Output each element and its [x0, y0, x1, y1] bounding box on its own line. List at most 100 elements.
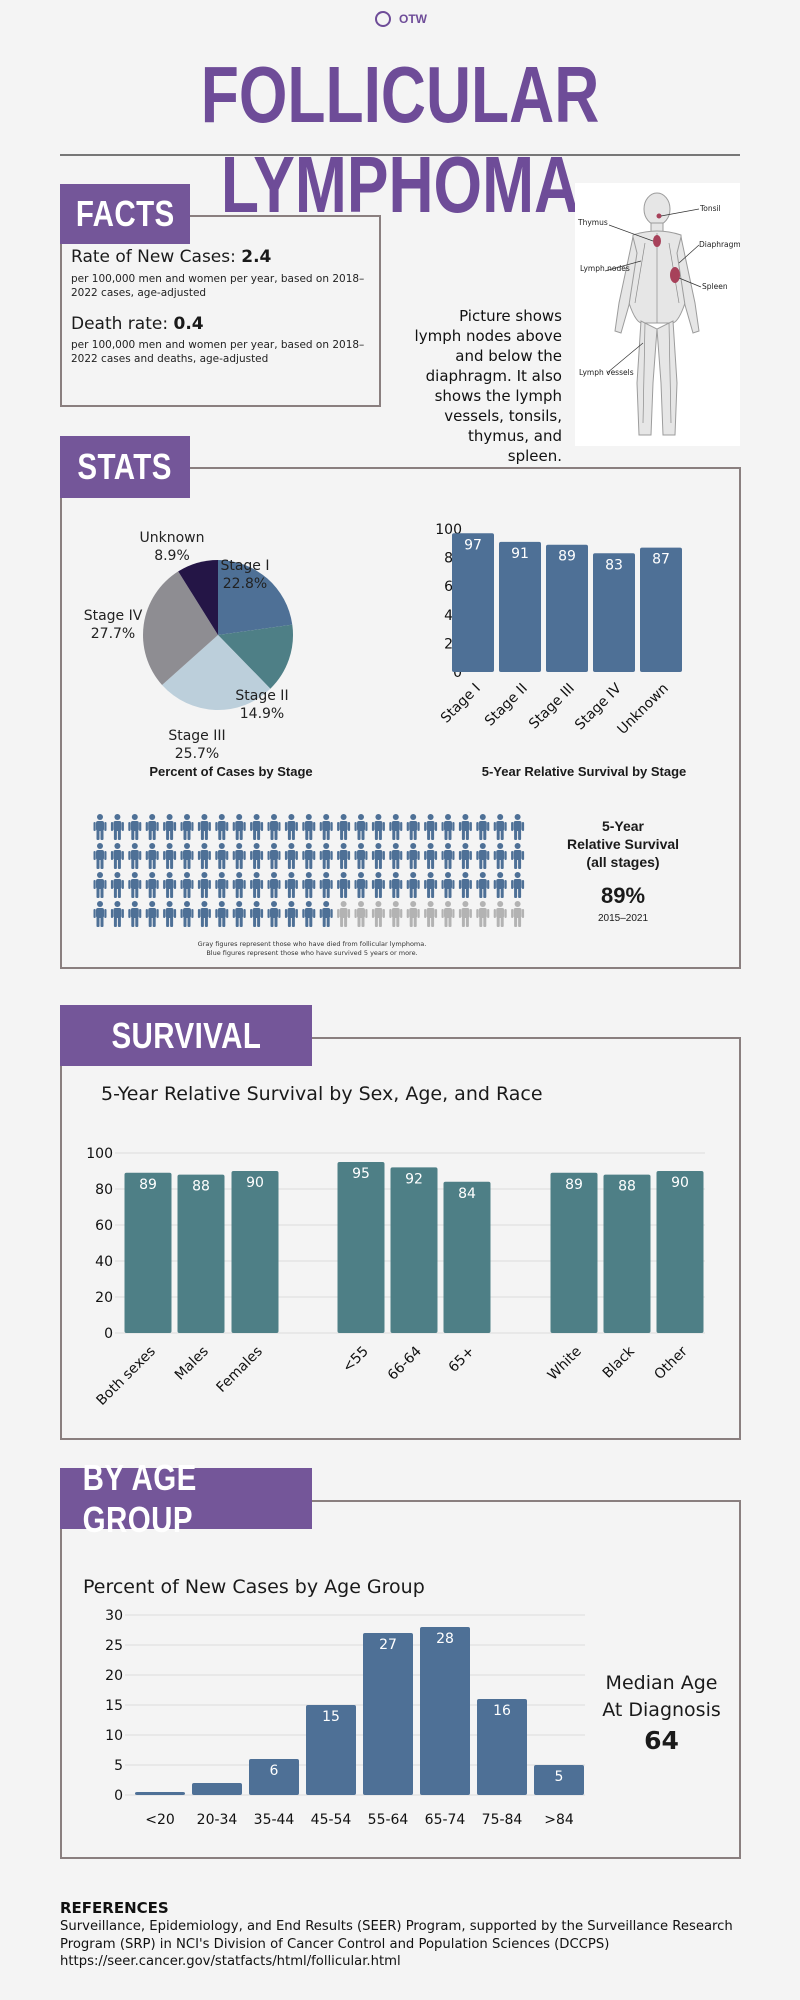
person-survived-icon: [354, 814, 368, 840]
bar-value-label: 15: [322, 1709, 340, 1725]
overall-survival-label-2: Relative Survival: [566, 836, 680, 852]
label-lymph-nodes: Lymph nodes: [580, 264, 630, 273]
person-survived-icon: [197, 814, 211, 840]
lymph-system-diagram: Tonsil Thymus Diaphragm Lymph nodes Sple…: [575, 183, 740, 446]
bar-value-label: 83: [605, 557, 623, 573]
bar-value-label: 27: [379, 1637, 397, 1653]
person-survived-icon: [371, 814, 385, 840]
y-tick-label: 25: [105, 1638, 123, 1654]
person-survived-icon: [389, 872, 403, 898]
facts-section-label: FACTS: [60, 184, 190, 244]
person-died-icon: [389, 901, 403, 927]
y-tick-label: 10: [105, 1728, 123, 1744]
x-tick-label: Stage II: [482, 681, 531, 730]
person-survived-icon: [354, 843, 368, 869]
person-survived-icon: [110, 843, 124, 869]
person-survived-icon: [250, 843, 264, 869]
label-tonsil: Tonsil: [699, 204, 721, 213]
survival-section-label: SURVIVAL: [60, 1005, 312, 1066]
bar-value-label: 88: [618, 1179, 636, 1195]
person-survived-icon: [441, 814, 455, 840]
person-survived-icon: [267, 872, 281, 898]
bar: [124, 1172, 172, 1333]
pictogram-note-gray: Gray figures represent those who have di…: [197, 940, 427, 948]
pie-slice: [178, 560, 218, 635]
bar: [177, 1174, 225, 1333]
x-tick-label: <20: [145, 1812, 175, 1828]
rate-new-cases: Rate of New Cases: 2.4: [71, 247, 272, 267]
bar: [534, 1765, 584, 1795]
person-died-icon: [458, 901, 472, 927]
person-survived-icon: [197, 843, 211, 869]
bar: [337, 1162, 385, 1333]
age-chart-title: Percent of New Cases by Age Group: [83, 1576, 425, 1598]
y-tick-label: 15: [105, 1698, 123, 1714]
bar: [231, 1171, 279, 1333]
overall-survival: 5-Year Relative Survival (all stages) 89…: [553, 817, 693, 924]
overall-survival-years: 2015–2021: [597, 913, 649, 924]
person-survived-icon: [145, 901, 159, 927]
person-survived-icon: [215, 843, 229, 869]
person-survived-icon: [302, 843, 316, 869]
title-divider: [60, 154, 740, 156]
reference-link[interactable]: https://seer.cancer.gov/statfacts/html/f…: [60, 1954, 401, 1969]
x-tick-label: >84: [544, 1812, 574, 1828]
pie-slice: [218, 624, 293, 689]
person-survived-icon: [232, 901, 246, 927]
y-tick-label: 20: [95, 1290, 113, 1306]
person-survived-icon: [180, 872, 194, 898]
person-survived-icon: [389, 843, 403, 869]
x-tick-label: Stage I: [438, 681, 484, 727]
overall-survival-label-3: (all stages): [586, 854, 660, 870]
person-survived-icon: [511, 814, 525, 840]
y-tick-label: 5: [114, 1758, 123, 1774]
person-died-icon: [424, 901, 438, 927]
references: REFERENCES Surveillance, Epidemiology, a…: [60, 1898, 760, 1971]
person-survived-icon: [337, 843, 351, 869]
person-survived-icon: [197, 901, 211, 927]
pictogram-note: Gray figures represent those who have di…: [92, 940, 532, 958]
bar: [420, 1627, 470, 1795]
death-rate-note: per 100,000 men and women per year, base…: [71, 339, 365, 365]
person-survived-icon: [267, 843, 281, 869]
person-survived-icon: [215, 872, 229, 898]
bar-value-label: 6: [270, 1763, 279, 1779]
median-age-value: 64: [644, 1726, 679, 1755]
facts-box: [60, 215, 381, 407]
thymus-icon: [653, 235, 661, 247]
y-tick-label: 60: [95, 1218, 113, 1234]
person-survived-icon: [319, 901, 333, 927]
x-tick-label: Males: [172, 1344, 212, 1384]
person-survived-icon: [493, 814, 507, 840]
person-survived-icon: [180, 843, 194, 869]
person-survived-icon: [441, 843, 455, 869]
median-age: Median Age At Diagnosis 64: [594, 1670, 729, 1758]
y-tick-label: 80: [95, 1182, 113, 1198]
person-died-icon: [371, 901, 385, 927]
person-survived-icon: [110, 814, 124, 840]
person-survived-icon: [215, 901, 229, 927]
person-survived-icon: [458, 872, 472, 898]
bar: [656, 1171, 704, 1333]
person-survived-icon: [93, 901, 107, 927]
person-survived-icon: [232, 872, 246, 898]
person-survived-icon: [267, 814, 281, 840]
survival-groups-bar-chart: 0 20 40 60 80 100 89 Both sexes 88 Males 90 Females…: [86, 1146, 705, 1409]
person-survived-icon: [337, 814, 351, 840]
person-survived-icon: [110, 872, 124, 898]
bar: [363, 1633, 413, 1795]
person-survived-icon: [267, 901, 281, 927]
bar: [593, 553, 635, 672]
pie-value: 22.8%: [223, 576, 267, 592]
bar-value-label: 91: [511, 546, 529, 562]
person-survived-icon: [493, 843, 507, 869]
person-survived-icon: [354, 872, 368, 898]
pie-label: Unknown: [140, 530, 205, 546]
y-tick-label: 30: [105, 1608, 123, 1624]
bar: [306, 1705, 356, 1795]
bar-value-label: 90: [246, 1175, 264, 1191]
bar-value-label: 92: [405, 1171, 423, 1187]
label-diaphragm: Diaphragm: [699, 240, 740, 249]
person-survived-icon: [511, 872, 525, 898]
stats-section-label: STATS: [60, 436, 190, 498]
